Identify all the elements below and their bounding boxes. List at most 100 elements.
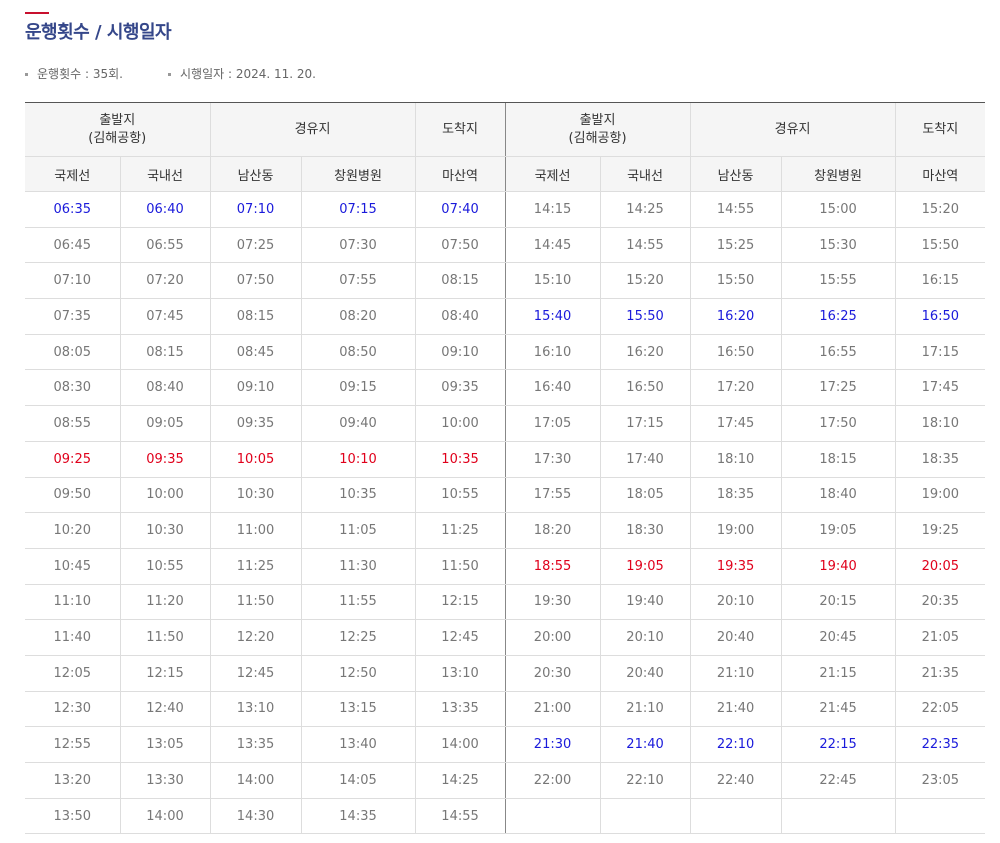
time-cell: 07:45 bbox=[119, 298, 211, 335]
time-cell: 14:00 bbox=[209, 762, 302, 799]
time-cell: 10:20 bbox=[25, 512, 120, 549]
time-cell: 11:25 bbox=[414, 512, 506, 549]
time-cell: 07:35 bbox=[25, 298, 120, 335]
table-row: 08:30 08:40 09:10 09:15 09:35 16:40 16:50 17:20… bbox=[25, 369, 986, 407]
col-masan: 마산역 bbox=[894, 156, 986, 192]
time-cell: 20:40 bbox=[599, 655, 691, 692]
info-date: 시행일자 : 2024. 11. 20. bbox=[168, 64, 316, 84]
table-row: 11:40 11:50 12:20 12:25 12:45 20:00 20:10 20:40… bbox=[25, 619, 986, 656]
time-cell: 09:35 bbox=[119, 441, 211, 478]
time-cell: 20:10 bbox=[689, 584, 782, 621]
time-cell: 21:35 bbox=[894, 655, 986, 692]
time-cell: 13:15 bbox=[300, 691, 416, 728]
time-cell: 09:10 bbox=[209, 369, 302, 407]
time-cell: 19:40 bbox=[599, 584, 691, 621]
time-cell: 08:15 bbox=[209, 298, 302, 335]
time-cell: 15:55 bbox=[780, 262, 896, 300]
table-row: 12:05 12:15 12:45 12:50 13:10 20:30 20:40 21:10… bbox=[25, 655, 986, 692]
time-cell: 12:50 bbox=[300, 655, 416, 692]
time-cell: 07:50 bbox=[209, 262, 302, 300]
time-cell: 12:30 bbox=[25, 691, 120, 728]
header-via: 경유지 bbox=[209, 102, 416, 157]
header-departure-line1: 출발지 bbox=[99, 112, 136, 128]
time-cell: 07:25 bbox=[209, 227, 302, 264]
time-cell: 07:30 bbox=[300, 227, 416, 264]
table-row: 10:45 10:55 11:25 11:30 11:50 18:55 19:05 19:35… bbox=[25, 548, 986, 585]
header-row-group: 출발지 (김해공항) 경유지 도착지 출발지 (김해공항) 경유지 도착지 bbox=[25, 102, 986, 157]
table-row: 08:05 08:15 08:45 08:50 09:10 16:10 16:20 16:50… bbox=[25, 334, 986, 371]
time-cell: 13:35 bbox=[209, 726, 302, 763]
time-cell: 08:40 bbox=[414, 298, 506, 335]
time-cell: 22:35 bbox=[894, 726, 986, 763]
time-cell: 20:45 bbox=[780, 619, 896, 656]
time-cell: 20:35 bbox=[894, 584, 986, 621]
time-cell: 08:05 bbox=[25, 334, 120, 371]
time-cell: 19:25 bbox=[894, 512, 986, 549]
time-cell: 16:20 bbox=[599, 334, 691, 371]
time-cell: 15:25 bbox=[689, 227, 782, 264]
time-cell: 18:20 bbox=[504, 512, 601, 549]
time-cell: 10:10 bbox=[300, 441, 416, 478]
time-cell: 10:35 bbox=[414, 441, 506, 478]
header-arrival: 도착지 bbox=[414, 102, 506, 157]
header-departure-line2: (김해공항) bbox=[568, 130, 627, 146]
time-cell: 08:45 bbox=[209, 334, 302, 371]
table-row: 12:55 13:05 13:35 13:40 14:00 21:30 21:40 22:10… bbox=[25, 726, 986, 763]
table-row: 10:20 10:30 11:00 11:05 11:25 18:20 18:30 19:00… bbox=[25, 512, 986, 549]
time-cell: 21:15 bbox=[780, 655, 896, 692]
time-cell: 14:45 bbox=[504, 227, 601, 264]
time-cell: 18:30 bbox=[599, 512, 691, 549]
time-cell: 14:00 bbox=[414, 726, 506, 763]
info-line: 운행횟수 : 35회. 시행일자 : 2024. 11. 20. bbox=[25, 64, 316, 84]
time-cell: 15:50 bbox=[689, 262, 782, 300]
time-cell: 11:55 bbox=[300, 584, 416, 621]
time-cell: 11:20 bbox=[119, 584, 211, 621]
time-cell: 20:05 bbox=[894, 548, 986, 585]
col-international: 국제선 bbox=[504, 156, 601, 192]
time-cell: 18:05 bbox=[599, 477, 691, 514]
time-cell: 15:50 bbox=[894, 227, 986, 264]
time-cell: 15:30 bbox=[780, 227, 896, 264]
time-cell: 14:00 bbox=[119, 798, 211, 835]
time-cell bbox=[780, 798, 896, 835]
time-cell: 11:10 bbox=[25, 584, 120, 621]
time-cell: 16:40 bbox=[504, 369, 601, 407]
time-cell: 11:25 bbox=[209, 548, 302, 585]
time-cell: 13:35 bbox=[414, 691, 506, 728]
time-cell: 19:05 bbox=[780, 512, 896, 549]
time-cell: 10:05 bbox=[209, 441, 302, 478]
time-cell: 15:20 bbox=[599, 262, 691, 300]
time-cell: 10:55 bbox=[119, 548, 211, 585]
time-cell: 13:10 bbox=[209, 691, 302, 728]
info-count-text: 운행횟수 : 35회. bbox=[37, 67, 123, 81]
time-cell: 18:15 bbox=[780, 441, 896, 478]
time-cell: 22:10 bbox=[689, 726, 782, 763]
time-cell: 21:10 bbox=[689, 655, 782, 692]
time-cell: 21:30 bbox=[504, 726, 601, 763]
time-cell: 14:25 bbox=[414, 762, 506, 799]
time-cell: 20:00 bbox=[504, 619, 601, 656]
time-cell: 12:25 bbox=[300, 619, 416, 656]
time-cell: 14:25 bbox=[599, 191, 691, 228]
time-cell: 12:40 bbox=[119, 691, 211, 728]
time-cell: 22:00 bbox=[504, 762, 601, 799]
table-row: 12:30 12:40 13:10 13:15 13:35 21:00 21:10 21:40… bbox=[25, 691, 986, 728]
time-cell: 14:35 bbox=[300, 798, 416, 835]
time-cell: 20:30 bbox=[504, 655, 601, 692]
time-cell: 19:40 bbox=[780, 548, 896, 585]
time-cell: 18:35 bbox=[689, 477, 782, 514]
time-cell: 08:50 bbox=[300, 334, 416, 371]
time-cell: 16:20 bbox=[689, 298, 782, 335]
header-via: 경유지 bbox=[689, 102, 896, 157]
time-cell: 11:50 bbox=[119, 619, 211, 656]
time-cell: 08:15 bbox=[119, 334, 211, 371]
time-cell: 22:45 bbox=[780, 762, 896, 799]
time-cell: 09:35 bbox=[414, 369, 506, 407]
time-cell: 09:10 bbox=[414, 334, 506, 371]
time-cell: 16:50 bbox=[894, 298, 986, 335]
time-cell: 16:55 bbox=[780, 334, 896, 371]
time-cell: 17:40 bbox=[599, 441, 691, 478]
table-row: 07:10 07:20 07:50 07:55 08:15 15:10 15:20 15:50… bbox=[25, 262, 986, 300]
time-cell: 21:00 bbox=[504, 691, 601, 728]
time-cell: 10:30 bbox=[119, 512, 211, 549]
